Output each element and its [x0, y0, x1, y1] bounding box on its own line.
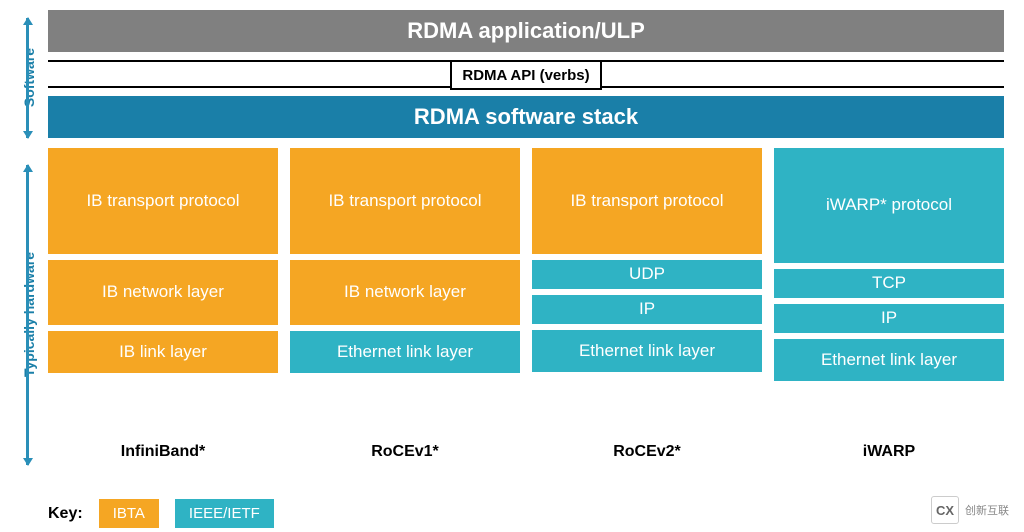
legend-label: Key:	[48, 505, 83, 523]
protocol-columns: IB transport protocolIB network layerIB …	[48, 148, 1004, 433]
layer-box: Ethernet link layer	[290, 331, 520, 373]
vertical-labels: Software Typically hardware	[10, 10, 48, 485]
layer-box: Ethernet link layer	[774, 339, 1004, 381]
api-label: RDMA API (verbs)	[450, 60, 601, 90]
layer-box: UDP	[532, 260, 762, 289]
software-label: Software	[21, 48, 37, 107]
legend: Key: IBTA IEEE/IETF	[48, 499, 1004, 528]
hardware-arrow-icon	[26, 165, 29, 465]
protocol-column: iWARP* protocol TCP IP Ethernet link layer	[774, 148, 1004, 433]
api-divider: RDMA API (verbs)	[48, 60, 1004, 88]
column-label: RoCEv2*	[532, 443, 762, 461]
layer-box: TCP	[774, 269, 1004, 298]
watermark-icon: CX	[931, 496, 959, 524]
diagram-main: Software Typically hardware RDMA applica…	[10, 10, 1004, 485]
diagram-content: RDMA application/ULP RDMA API (verbs) RD…	[48, 10, 1004, 485]
software-stack-layer: RDMA software stack	[48, 96, 1004, 138]
layer-box: Ethernet link layer	[532, 330, 762, 372]
watermark: CX 创新互联	[931, 496, 1009, 524]
layer-box: IB network layer	[290, 260, 520, 325]
hardware-label: Typically hardware	[21, 252, 37, 377]
legend-items: IBTA IEEE/IETF	[99, 499, 274, 528]
legend-item: IEEE/IETF	[175, 499, 274, 528]
layer-box: IP	[532, 295, 762, 324]
protocol-column: IB transport protocolIB network layer Eth…	[290, 148, 520, 433]
layer-box: IB network layer	[48, 260, 278, 325]
layer-box: IB transport protocol	[532, 148, 762, 254]
application-layer: RDMA application/ULP	[48, 10, 1004, 52]
column-label: InfiniBand*	[48, 443, 278, 461]
watermark-text: 创新互联	[965, 502, 1009, 518]
protocol-column: IB transport protocol UDP IP Ethernet link …	[532, 148, 762, 433]
layer-box: IB link layer	[48, 331, 278, 373]
protocol-column: IB transport protocolIB network layer IB …	[48, 148, 278, 433]
layer-box: iWARP* protocol	[774, 148, 1004, 263]
layer-box: IP	[774, 304, 1004, 333]
column-label: RoCEv1*	[290, 443, 520, 461]
legend-item: IBTA	[99, 499, 159, 528]
hardware-label-group: Typically hardware	[21, 155, 37, 475]
column-label: iWARP	[774, 443, 1004, 461]
layer-box: IB transport protocol	[290, 148, 520, 254]
layer-box: IB transport protocol	[48, 148, 278, 254]
column-labels: InfiniBand* RoCEv1* RoCEv2* iWARP	[48, 443, 1004, 461]
software-label-group: Software	[21, 10, 37, 145]
software-arrow-icon	[26, 18, 29, 138]
